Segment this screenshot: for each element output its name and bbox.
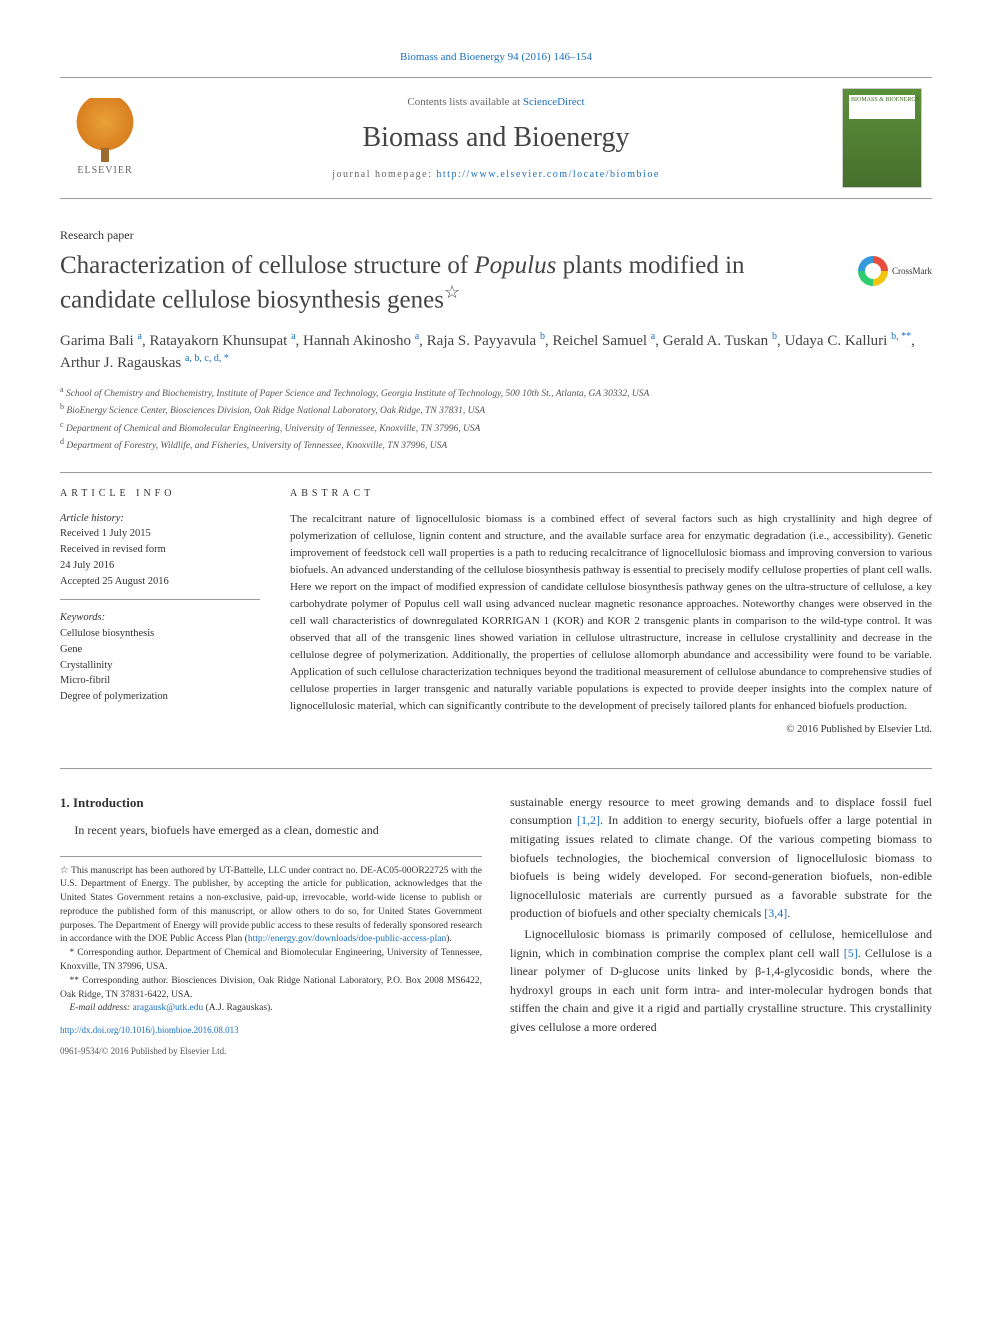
p2-c: . [787, 906, 790, 920]
journal-name: Biomass and Bioenergy [162, 118, 830, 157]
footnote-star-b: ). [446, 934, 452, 944]
homepage-prefix: journal homepage: [332, 169, 436, 180]
keyword: Micro-fibril [60, 673, 260, 689]
history-label: Article history: [60, 511, 260, 527]
section-1-heading: 1. Introduction [60, 793, 482, 813]
affiliations: a School of Chemistry and Biochemistry, … [60, 384, 932, 454]
citation-line: Biomass and Bioenergy 94 (2016) 146–154 [60, 50, 932, 65]
ref-5[interactable]: [5] [844, 946, 858, 960]
contents-prefix: Contents lists available at [407, 96, 522, 108]
affiliation-line: d Department of Forestry, Wildlife, and … [60, 436, 932, 453]
history-line: Received in revised form [60, 542, 260, 558]
journal-cover-thumb: BIOMASS & BIOENERGY [842, 88, 922, 188]
keywords-block: Keywords: Cellulose biosynthesisGeneCrys… [60, 610, 260, 715]
keyword: Gene [60, 642, 260, 658]
publisher-logo: ELSEVIER [60, 98, 150, 178]
footnote-star-a: This manuscript has been authored by UT-… [60, 866, 482, 945]
keyword: Cellulose biosynthesis [60, 626, 260, 642]
footnote-corr1: * Corresponding author. Department of Ch… [60, 947, 482, 975]
keywords-label: Keywords: [60, 610, 260, 626]
history-line: Received 1 July 2015 [60, 526, 260, 542]
doi-link[interactable]: http://dx.doi.org/10.1016/j.biombioe.201… [60, 1025, 239, 1035]
title-footnote-star: ☆ [444, 282, 460, 302]
doe-link[interactable]: http://energy.gov/downloads/doe-public-a… [248, 934, 446, 944]
journal-banner: ELSEVIER Contents lists available at Sci… [60, 77, 932, 199]
affiliation-line: c Department of Chemical and Biomolecula… [60, 419, 932, 436]
crossmark-icon [858, 256, 888, 286]
authors-line: Garima Bali a, Ratayakorn Khunsupat a, H… [60, 330, 932, 374]
intro-p1: In recent years, biofuels have emerged a… [60, 821, 482, 840]
crossmark-badge[interactable]: CrossMark [858, 256, 932, 286]
homepage-link[interactable]: http://www.elsevier.com/locate/biombioe [436, 169, 659, 180]
footnotes: ☆ This manuscript has been authored by U… [60, 856, 482, 1059]
publisher-name: ELSEVIER [77, 164, 132, 178]
article-info-col: ARTICLE INFO Article history: Received 1… [60, 487, 260, 738]
issn-line: 0961-9534/© 2016 Published by Elsevier L… [60, 1045, 482, 1058]
abstract-heading: ABSTRACT [290, 487, 932, 501]
elsevier-tree-icon [75, 98, 135, 158]
abstract-col: ABSTRACT The recalcitrant nature of lign… [290, 487, 932, 738]
title-pre: Characterization of cellulose structure … [60, 252, 474, 279]
contents-line: Contents lists available at ScienceDirec… [162, 95, 830, 110]
cover-label: BIOMASS & BIOENERGY [851, 97, 920, 104]
sciencedirect-link[interactable]: ScienceDirect [523, 96, 585, 108]
article-history: Article history: Received 1 July 2015Rec… [60, 511, 260, 601]
doi-line: http://dx.doi.org/10.1016/j.biombioe.201… [60, 1024, 482, 1037]
intro-p2: sustainable energy resource to meet grow… [510, 793, 932, 923]
history-line: 24 July 2016 [60, 558, 260, 574]
article-info-heading: ARTICLE INFO [60, 487, 260, 501]
history-line: Accepted 25 August 2016 [60, 574, 260, 590]
footnote-email: E-mail address: aragausk@utk.edu (A.J. R… [60, 1002, 482, 1016]
ref-3-4[interactable]: [3,4] [764, 906, 787, 920]
abstract-text: The recalcitrant nature of lignocellulos… [290, 511, 932, 716]
email-link[interactable]: aragausk@utk.edu [132, 1003, 203, 1013]
homepage-line: journal homepage: http://www.elsevier.co… [162, 168, 830, 182]
footnote-star: ☆ This manuscript has been authored by U… [60, 865, 482, 948]
paper-type: Research paper [60, 227, 932, 244]
email-label: E-mail address: [70, 1003, 133, 1013]
keyword: Degree of polymerization [60, 689, 260, 705]
affiliation-line: b BioEnergy Science Center, Biosciences … [60, 401, 932, 418]
intro-p3: Lignocellulosic biomass is primarily com… [510, 925, 932, 1037]
title-emphasis: Populus [474, 252, 556, 279]
affiliation-line: a School of Chemistry and Biochemistry, … [60, 384, 932, 401]
email-tail: (A.J. Ragauskas). [203, 1003, 272, 1013]
p2-b: . In addition to energy security, biofue… [510, 813, 932, 920]
article-title: Characterization of cellulose structure … [60, 250, 842, 316]
ref-1-2[interactable]: [1,2] [577, 813, 600, 827]
abstract-copyright: © 2016 Published by Elsevier Ltd. [290, 723, 932, 738]
crossmark-label: CrossMark [892, 265, 932, 278]
keyword: Crystallinity [60, 658, 260, 674]
footnote-corr2: ** Corresponding author. Biosciences Div… [60, 975, 482, 1003]
section-divider [60, 768, 932, 769]
